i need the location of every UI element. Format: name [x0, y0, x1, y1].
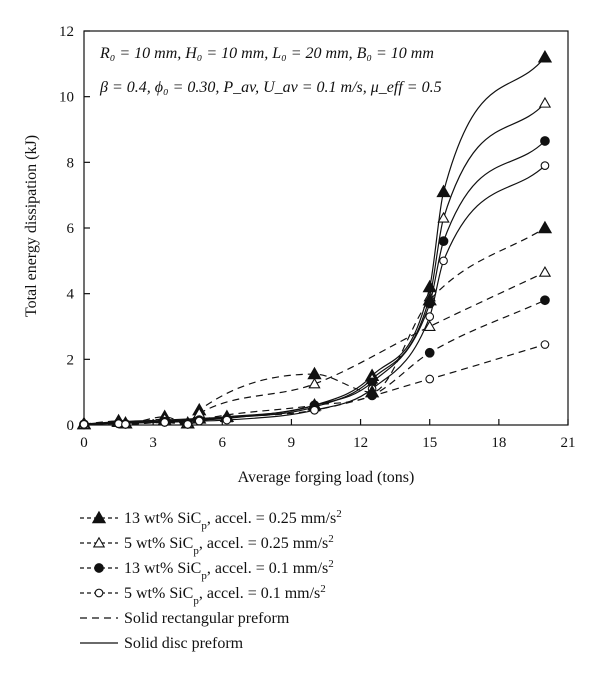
- legend: 13 wt% SiCp, accel. = 0.25 mm/s25 wt% Si…: [80, 508, 342, 652]
- data-point-triangle-open: [423, 320, 436, 331]
- data-point-circle-open: [160, 418, 170, 427]
- data-point-triangle-filled: [537, 49, 553, 63]
- legend-entry-2: 5 wt% SiCp, accel. = 0.25 mm/s2: [80, 533, 334, 557]
- data-point-triangle-open: [538, 266, 552, 277]
- legend-label: Solid disc preform: [124, 635, 244, 652]
- data-point-triangle-filled: [422, 292, 437, 306]
- data-point-triangle-filled: [307, 366, 322, 380]
- data-point-triangle-open: [437, 211, 450, 223]
- x-tick-label: 15: [422, 435, 437, 451]
- data-point-circle-open: [439, 256, 448, 266]
- data-point-circle-open: [194, 416, 204, 426]
- y-tick-label: 12: [59, 24, 74, 40]
- legend-entry-5: Solid rectangular preform: [80, 610, 290, 627]
- legend-marker-triangle-filled: [91, 510, 107, 524]
- x-tick-label: 12: [353, 435, 368, 451]
- legend-label: Solid rectangular preform: [124, 610, 290, 627]
- data-point-circle-filled: [424, 347, 435, 358]
- legend-entry-3: 13 wt% SiCp, accel. = 0.1 mm/s2: [80, 558, 334, 582]
- legend-marker-circle-filled: [94, 563, 104, 573]
- data-point-triangle-open: [538, 96, 552, 108]
- y-tick-label: 10: [59, 90, 74, 106]
- axes: 0 3 6 9 12 15 18 21 0 2 4 6 8 10 12: [59, 24, 576, 451]
- y-axis-label: Total energy dissipation (kJ): [23, 135, 40, 317]
- x-tick-label: 18: [491, 435, 506, 451]
- legend-label: 5 wt% SiCp, accel. = 0.1 mm/s2: [124, 583, 326, 607]
- annotation-line-2: β = 0.4, ϕ₀ = 0.30, P_av, U_av = 0.1 m/s…: [99, 79, 442, 96]
- legend-entry-4: 5 wt% SiCp, accel. = 0.1 mm/s2: [80, 583, 326, 607]
- legend-entry-1: 13 wt% SiCp, accel. = 0.25 mm/s2: [80, 508, 342, 532]
- data-point-circle-open: [425, 312, 435, 322]
- legend-marker-triangle-open: [92, 536, 106, 548]
- data-point-circle-open: [183, 419, 193, 429]
- data-point-circle-filled: [438, 236, 449, 246]
- x-tick-label: 6: [219, 435, 227, 451]
- annotation-line-1: R₀ = 10 mm, H₀ = 10 mm, L₀ = 20 mm, B₀ =…: [99, 45, 434, 62]
- y-tick-label: 2: [67, 352, 75, 368]
- data-point-circle-open: [222, 415, 232, 425]
- data-point-circle-filled: [540, 295, 550, 306]
- data-point-circle-filled: [540, 136, 550, 146]
- legend-label: 5 wt% SiCp, accel. = 0.25 mm/s2: [124, 533, 334, 557]
- data-point-circle-open: [121, 419, 130, 429]
- data-markers: [76, 49, 553, 430]
- x-tick-label: 21: [561, 435, 576, 451]
- data-point-circle-open: [310, 405, 319, 415]
- data-point-circle-open: [540, 340, 550, 349]
- data-point-circle-open: [540, 161, 550, 170]
- rectangular-preform-curve-4: [83, 227, 546, 425]
- data-point-circle-open: [79, 419, 89, 429]
- data-point-triangle-filled: [537, 220, 553, 234]
- x-tick-label: 0: [80, 435, 88, 451]
- data-point-triangle-filled: [436, 184, 451, 198]
- x-tick-label: 3: [149, 435, 157, 451]
- y-tick-label: 0: [67, 418, 75, 434]
- parameter-annotation: R₀ = 10 mm, H₀ = 10 mm, L₀ = 20 mm, B₀ =…: [99, 45, 442, 96]
- legend-label: 13 wt% SiCp, accel. = 0.1 mm/s2: [124, 558, 334, 582]
- data-point-circle-open: [425, 374, 435, 384]
- legend-marker-circle-open: [94, 588, 104, 598]
- y-tick-label: 6: [67, 221, 75, 237]
- x-axis-label: Average forging load (tons): [238, 469, 415, 486]
- data-point-triangle-open: [308, 377, 321, 389]
- data-point-circle-filled: [367, 390, 377, 401]
- x-tick-label: 9: [288, 435, 296, 451]
- y-tick-label: 8: [67, 155, 75, 171]
- legend-entry-6: Solid disc preform: [80, 635, 244, 652]
- legend-label: 13 wt% SiCp, accel. = 0.25 mm/s2: [124, 508, 342, 532]
- y-tick-label: 4: [67, 287, 75, 303]
